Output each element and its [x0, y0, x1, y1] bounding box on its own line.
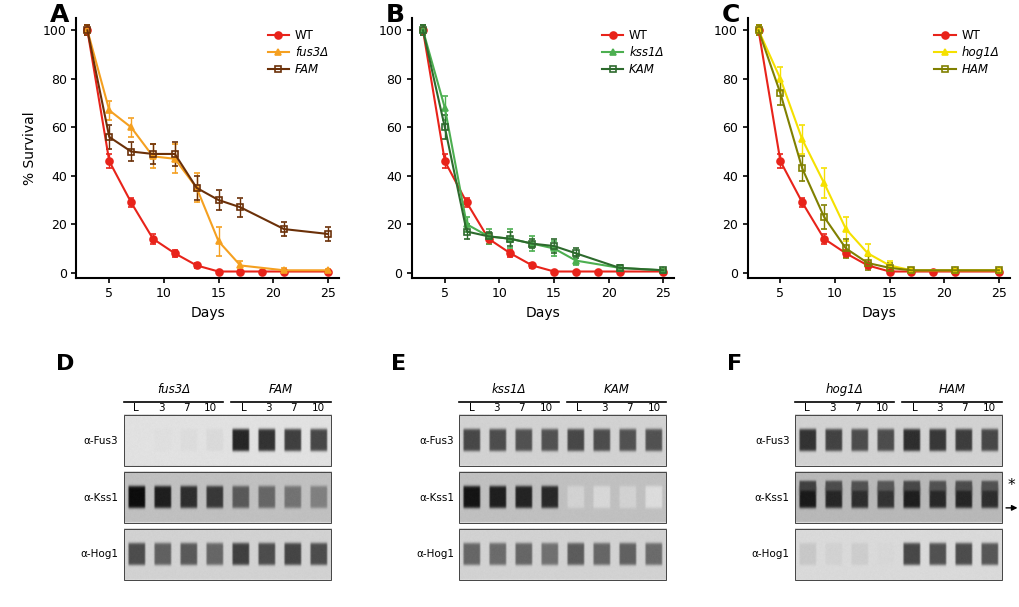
Text: L: L — [804, 402, 809, 413]
Text: 3: 3 — [158, 402, 164, 413]
Legend: WT, hog1Δ, HAM: WT, hog1Δ, HAM — [928, 24, 1003, 81]
Text: 10: 10 — [982, 402, 996, 413]
Text: A: A — [50, 2, 69, 27]
Text: L: L — [911, 402, 917, 413]
Y-axis label: % Survival: % Survival — [23, 111, 38, 185]
Text: α-Fus3: α-Fus3 — [754, 436, 789, 446]
Bar — [459, 472, 665, 523]
X-axis label: Days: Days — [860, 306, 896, 320]
Text: 7: 7 — [625, 402, 632, 413]
Text: C: C — [720, 2, 739, 27]
Bar — [123, 472, 330, 523]
Text: L: L — [576, 402, 582, 413]
Text: F: F — [726, 354, 741, 375]
Text: HAM: HAM — [937, 382, 965, 396]
Text: α-Kss1: α-Kss1 — [419, 492, 453, 503]
Legend: WT, fus3Δ, FAM: WT, fus3Δ, FAM — [263, 24, 332, 81]
Text: α-Hog1: α-Hog1 — [81, 549, 118, 560]
Text: 10: 10 — [874, 402, 888, 413]
X-axis label: Days: Days — [190, 306, 225, 320]
Text: 3: 3 — [600, 402, 607, 413]
Text: L: L — [133, 402, 139, 413]
Text: 3: 3 — [265, 402, 272, 413]
Legend: WT, kss1Δ, KAM: WT, kss1Δ, KAM — [597, 24, 667, 81]
Text: 10: 10 — [647, 402, 660, 413]
Text: fus3Δ: fus3Δ — [157, 382, 190, 396]
Text: 7: 7 — [182, 402, 190, 413]
Text: 10: 10 — [204, 402, 217, 413]
Text: L: L — [240, 402, 247, 413]
Text: α-Hog1: α-Hog1 — [751, 549, 789, 560]
Text: L: L — [469, 402, 474, 413]
Text: *: * — [1006, 478, 1014, 493]
Text: 7: 7 — [853, 402, 860, 413]
Text: 10: 10 — [539, 402, 552, 413]
X-axis label: Days: Days — [525, 306, 560, 320]
Text: E: E — [390, 354, 406, 375]
Text: α-Fus3: α-Fus3 — [419, 436, 453, 446]
Text: 7: 7 — [518, 402, 525, 413]
Bar — [123, 415, 330, 466]
Bar — [794, 529, 1001, 580]
Bar — [459, 415, 665, 466]
Text: KAM: KAM — [603, 382, 629, 396]
Bar — [794, 415, 1001, 466]
Text: 3: 3 — [935, 402, 942, 413]
Text: α-Kss1: α-Kss1 — [84, 492, 118, 503]
Text: FAM: FAM — [269, 382, 292, 396]
Text: 3: 3 — [493, 402, 499, 413]
Bar — [794, 472, 1001, 523]
Text: α-Fus3: α-Fus3 — [84, 436, 118, 446]
Bar — [459, 529, 665, 580]
Text: hog1Δ: hog1Δ — [825, 382, 863, 396]
Text: α-Kss1: α-Kss1 — [754, 492, 789, 503]
Text: 10: 10 — [312, 402, 325, 413]
Text: B: B — [385, 2, 405, 27]
Text: 7: 7 — [289, 402, 297, 413]
Text: 7: 7 — [960, 402, 967, 413]
Text: D: D — [55, 354, 73, 375]
Text: α-Hog1: α-Hog1 — [416, 549, 453, 560]
Bar — [123, 529, 330, 580]
Text: kss1Δ: kss1Δ — [491, 382, 526, 396]
Text: 3: 3 — [828, 402, 835, 413]
